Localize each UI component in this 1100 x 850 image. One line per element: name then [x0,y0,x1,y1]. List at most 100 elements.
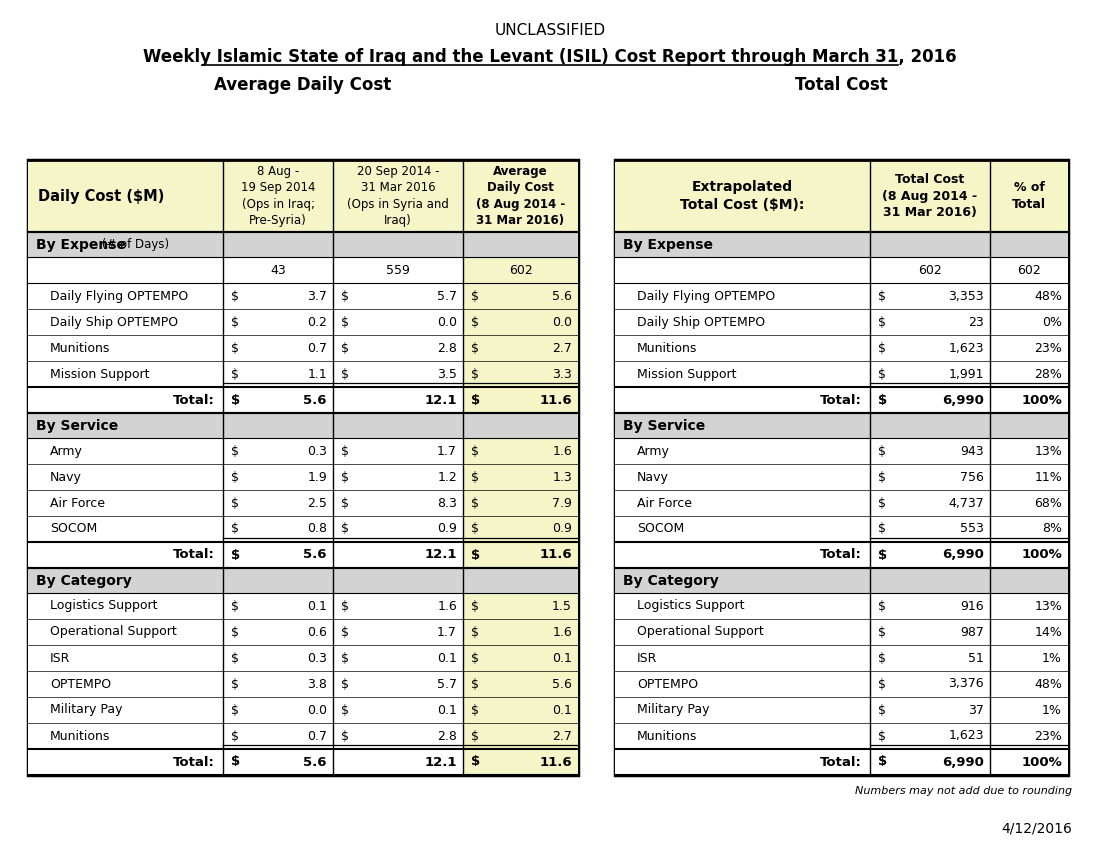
Text: $: $ [878,471,886,484]
Bar [463,723,578,749]
Text: 2.5: 2.5 [307,496,327,509]
Bar [463,671,578,697]
Text: 1,623: 1,623 [948,729,984,743]
Bar [333,749,463,775]
Bar [333,671,463,697]
Bar [870,413,1068,438]
Bar [333,697,463,723]
Text: 14%: 14% [1034,626,1062,638]
Text: $: $ [471,548,480,562]
Text: 0.1: 0.1 [307,599,327,613]
Bar [463,645,578,671]
Text: 1.3: 1.3 [552,471,572,484]
Text: $: $ [471,523,478,536]
Bar [615,257,870,283]
Text: $: $ [341,445,349,457]
Text: OPTEMPO: OPTEMPO [637,677,698,690]
Text: 602: 602 [508,264,532,276]
Text: 5.6: 5.6 [304,548,327,562]
Bar [333,438,463,464]
Text: $: $ [231,651,239,665]
Bar [223,619,333,645]
Text: OPTEMPO: OPTEMPO [50,677,111,690]
Text: Munitions: Munitions [637,729,697,743]
Text: 11.6: 11.6 [539,756,572,768]
Bar [615,309,870,335]
Bar [333,160,463,232]
Text: 0%: 0% [1042,315,1062,328]
Bar [28,160,223,232]
Bar [870,232,1068,257]
Text: 6,990: 6,990 [942,394,985,406]
Bar [615,593,870,619]
Bar [615,697,870,723]
Bar [870,160,990,232]
Text: 3.5: 3.5 [437,367,456,381]
Text: 2.8: 2.8 [437,342,456,354]
Bar [333,516,463,542]
Bar [223,568,578,593]
Text: By Category: By Category [623,574,718,587]
Text: 2.8: 2.8 [437,729,456,743]
Bar [28,257,223,283]
Text: 8 Aug -
19 Sep 2014
(Ops in Iraq;
Pre-Syria): 8 Aug - 19 Sep 2014 (Ops in Iraq; Pre-Sy… [241,165,316,227]
Bar [870,257,990,283]
Bar [463,160,578,232]
Text: $: $ [231,548,240,562]
Text: 0.3: 0.3 [307,651,327,665]
Bar [615,516,870,542]
Text: $: $ [341,496,349,509]
Text: 943: 943 [960,445,984,457]
Text: $: $ [878,394,887,406]
Bar [870,697,990,723]
Text: Logistics Support: Logistics Support [637,599,745,613]
Bar [615,568,870,593]
Text: Munitions: Munitions [637,342,697,354]
Text: $: $ [471,729,478,743]
Text: 0.9: 0.9 [437,523,456,536]
Text: $: $ [231,704,239,717]
Text: $: $ [231,677,239,690]
Bar [333,619,463,645]
Bar [333,723,463,749]
Text: SOCOM: SOCOM [50,523,97,536]
Text: $: $ [878,729,886,743]
Text: $: $ [878,756,887,768]
Bar [615,749,870,775]
Text: 1,991: 1,991 [948,367,984,381]
Bar [870,387,990,413]
Bar [223,749,333,775]
Bar [28,335,223,361]
Text: 0.6: 0.6 [307,626,327,638]
Text: $: $ [878,548,887,562]
Text: 12.1: 12.1 [425,756,456,768]
Text: 1%: 1% [1042,704,1062,717]
Text: Daily Cost ($M): Daily Cost ($M) [39,189,164,203]
Text: Numbers may not add due to rounding: Numbers may not add due to rounding [855,786,1072,796]
Bar [990,438,1068,464]
Text: $: $ [471,471,478,484]
Text: ISR: ISR [637,651,658,665]
Text: 68%: 68% [1034,496,1062,509]
Text: $: $ [878,599,886,613]
Text: Average
Daily Cost
(8 Aug 2014 -
31 Mar 2016): Average Daily Cost (8 Aug 2014 - 31 Mar … [476,165,565,227]
Text: Total:: Total: [173,548,214,562]
Bar [870,438,990,464]
Text: $: $ [471,677,478,690]
Bar [870,309,990,335]
Bar [28,619,223,645]
Bar [463,257,578,283]
Bar [223,593,333,619]
Text: 23%: 23% [1034,342,1062,354]
Bar [28,723,223,749]
Bar [223,335,333,361]
Bar [990,723,1068,749]
Bar [463,283,578,309]
Bar [990,361,1068,387]
Bar [333,361,463,387]
Text: Navy: Navy [50,471,81,484]
Bar [990,749,1068,775]
Text: 100%: 100% [1021,756,1062,768]
Text: $: $ [471,599,478,613]
Text: Total:: Total: [173,756,214,768]
